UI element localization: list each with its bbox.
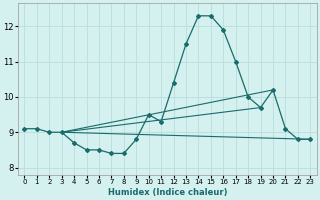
X-axis label: Humidex (Indice chaleur): Humidex (Indice chaleur) (108, 188, 227, 197)
